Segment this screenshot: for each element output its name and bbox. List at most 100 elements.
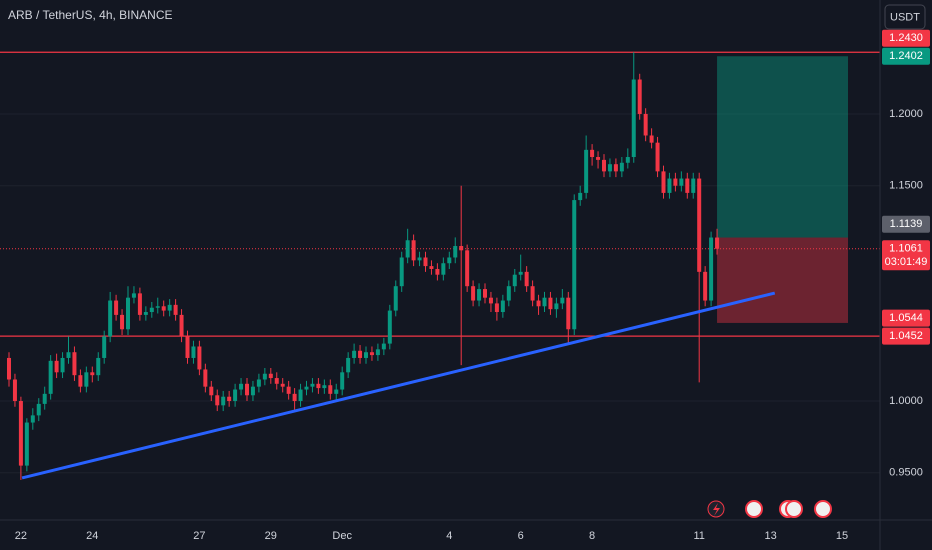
candle-body [524,271,529,287]
event-icon-bolt [713,503,720,516]
candle-body [709,237,714,301]
candle-body [494,303,499,313]
candle-body [685,178,690,193]
candle-body [96,357,101,376]
x-tick-label: 6 [518,530,524,542]
chart-title: ARB / TetherUS, 4h, BINANCE [8,8,173,22]
price-label: 1.1061 [889,243,923,255]
candle-body [268,373,273,379]
candle-body [66,352,71,358]
event-icon[interactable] [745,500,763,518]
candle-body [114,300,119,315]
candle-body [715,237,720,249]
trendline [21,291,776,480]
candle-body [500,300,505,313]
candle-body [512,274,517,287]
candle-body [131,293,136,298]
candle-body [596,157,601,160]
candle-body [155,306,160,308]
candle-body [542,297,547,307]
x-tick-label: 22 [15,530,27,542]
candle-body [649,135,654,143]
price-label-bg [882,309,930,327]
candle-body [393,286,398,311]
candle-body [465,250,470,287]
candle-body [548,297,553,310]
candle-body [637,79,642,114]
candle-body [42,393,47,404]
x-tick-label: 15 [836,530,848,542]
candle-body [328,385,333,394]
candle-body [143,312,148,315]
price-label: 1.0544 [889,312,923,324]
candle-body [221,396,226,406]
candle-body [280,383,285,387]
x-tick-label: Dec [332,530,352,542]
candle-body [173,304,178,315]
candle-body [619,162,624,172]
candle-body [560,297,565,304]
candle-body [310,383,315,387]
candle-body [417,257,422,261]
candle-body [54,360,59,373]
candle-body [369,352,374,356]
candle-body [506,286,511,301]
candle-body [120,314,125,330]
x-tick-label: 13 [764,530,776,542]
candle-body [584,149,589,193]
candle-body [673,178,678,186]
countdown-label: 03:01:49 [885,256,928,268]
candle-body [566,297,571,330]
currency-button[interactable] [884,4,926,30]
event-icons [707,500,832,518]
candle-body [12,379,17,402]
candle-body [518,271,523,275]
event-icon[interactable] [785,500,803,518]
candle-body [364,352,368,358]
candle-body [429,266,434,269]
candle-body [7,357,11,380]
candle-body [399,257,404,287]
x-tick-label: 29 [265,530,277,542]
candle-body [375,349,380,356]
price-label-bg [882,240,930,271]
candle-body [590,149,595,158]
candle-body [441,263,446,275]
candle-body [18,401,23,466]
candle-body [304,386,309,390]
candle-body [167,304,172,311]
plot [0,51,880,480]
currency-label[interactable]: USDT [890,11,920,23]
x-tick-label: 8 [589,530,595,542]
candle-body [488,297,493,304]
candle-body [203,369,208,387]
candle-body [60,357,65,373]
price-label: 1.2402 [889,50,923,62]
candle-body [381,343,386,350]
price-label-bg [882,29,930,47]
candle-body [102,336,107,358]
price-label: 1.1139 [890,218,923,230]
candle-body [334,389,339,394]
price-axis: 0.9500 1.0000 1.1500 1.2000 1.2430 1.2402 1.11… [882,29,930,479]
candle-body [316,383,321,389]
candle-body [459,246,464,251]
candle-body [352,350,357,358]
candle-body [274,378,279,384]
y-tick-label: 1.1500 [889,180,923,192]
event-icon[interactable] [814,500,832,518]
candle-body [423,257,428,267]
candle-body [387,310,392,344]
candle-body [245,383,249,396]
candle-body [298,389,303,402]
candle-body [78,375,83,387]
candle-body [536,300,541,307]
candle-body [340,372,345,390]
candle-body [36,403,41,416]
candle-body [578,192,583,201]
candle-body [227,396,232,402]
position-loss-zone [717,237,848,323]
x-tick-label: 27 [193,530,205,542]
candle-body [631,79,636,158]
